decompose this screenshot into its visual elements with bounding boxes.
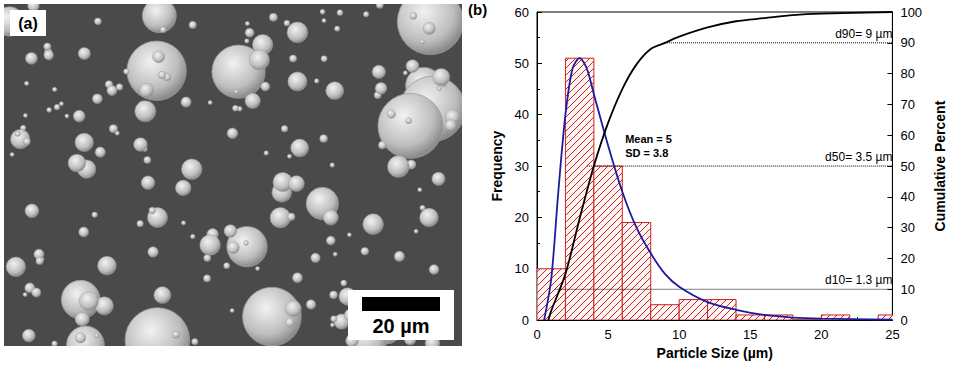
svg-text:60: 60 — [900, 128, 914, 143]
svg-text:40: 40 — [900, 189, 914, 204]
svg-text:10: 10 — [900, 282, 914, 297]
svg-text:10: 10 — [515, 261, 529, 276]
svg-text:Cumulative Percent: Cumulative Percent — [932, 100, 948, 231]
svg-text:0: 0 — [522, 313, 529, 328]
svg-text:10: 10 — [672, 327, 686, 342]
svg-text:20: 20 — [900, 251, 914, 266]
svg-text:d50= 3.5 µm: d50= 3.5 µm — [825, 150, 892, 164]
svg-text:0: 0 — [533, 327, 540, 342]
svg-text:d10= 1.3 µm: d10= 1.3 µm — [825, 273, 892, 287]
svg-text:50: 50 — [515, 56, 529, 71]
svg-text:80: 80 — [900, 66, 914, 81]
svg-text:20 µm: 20 µm — [372, 315, 429, 337]
svg-text:50: 50 — [900, 159, 914, 174]
svg-text:Frequency: Frequency — [489, 130, 505, 201]
svg-text:60: 60 — [515, 5, 529, 20]
svg-text:(a): (a) — [18, 15, 38, 32]
svg-text:100: 100 — [900, 5, 922, 20]
svg-text:5: 5 — [604, 327, 611, 342]
svg-text:20: 20 — [814, 327, 828, 342]
svg-text:d90= 9 µm: d90= 9 µm — [835, 27, 892, 41]
svg-text:0: 0 — [900, 313, 907, 328]
svg-text:30: 30 — [900, 220, 914, 235]
svg-text:Mean = 5: Mean = 5 — [625, 133, 672, 145]
svg-text:40: 40 — [515, 107, 529, 122]
svg-text:70: 70 — [900, 97, 914, 112]
svg-text:25: 25 — [885, 327, 899, 342]
svg-text:(b): (b) — [468, 1, 487, 18]
svg-text:30: 30 — [515, 159, 529, 174]
svg-text:20: 20 — [515, 210, 529, 225]
svg-text:SD = 3.8: SD = 3.8 — [625, 147, 668, 159]
svg-text:15: 15 — [743, 327, 757, 342]
svg-text:90: 90 — [900, 35, 914, 50]
svg-text:Particle Size (µm): Particle Size (µm) — [657, 345, 773, 361]
